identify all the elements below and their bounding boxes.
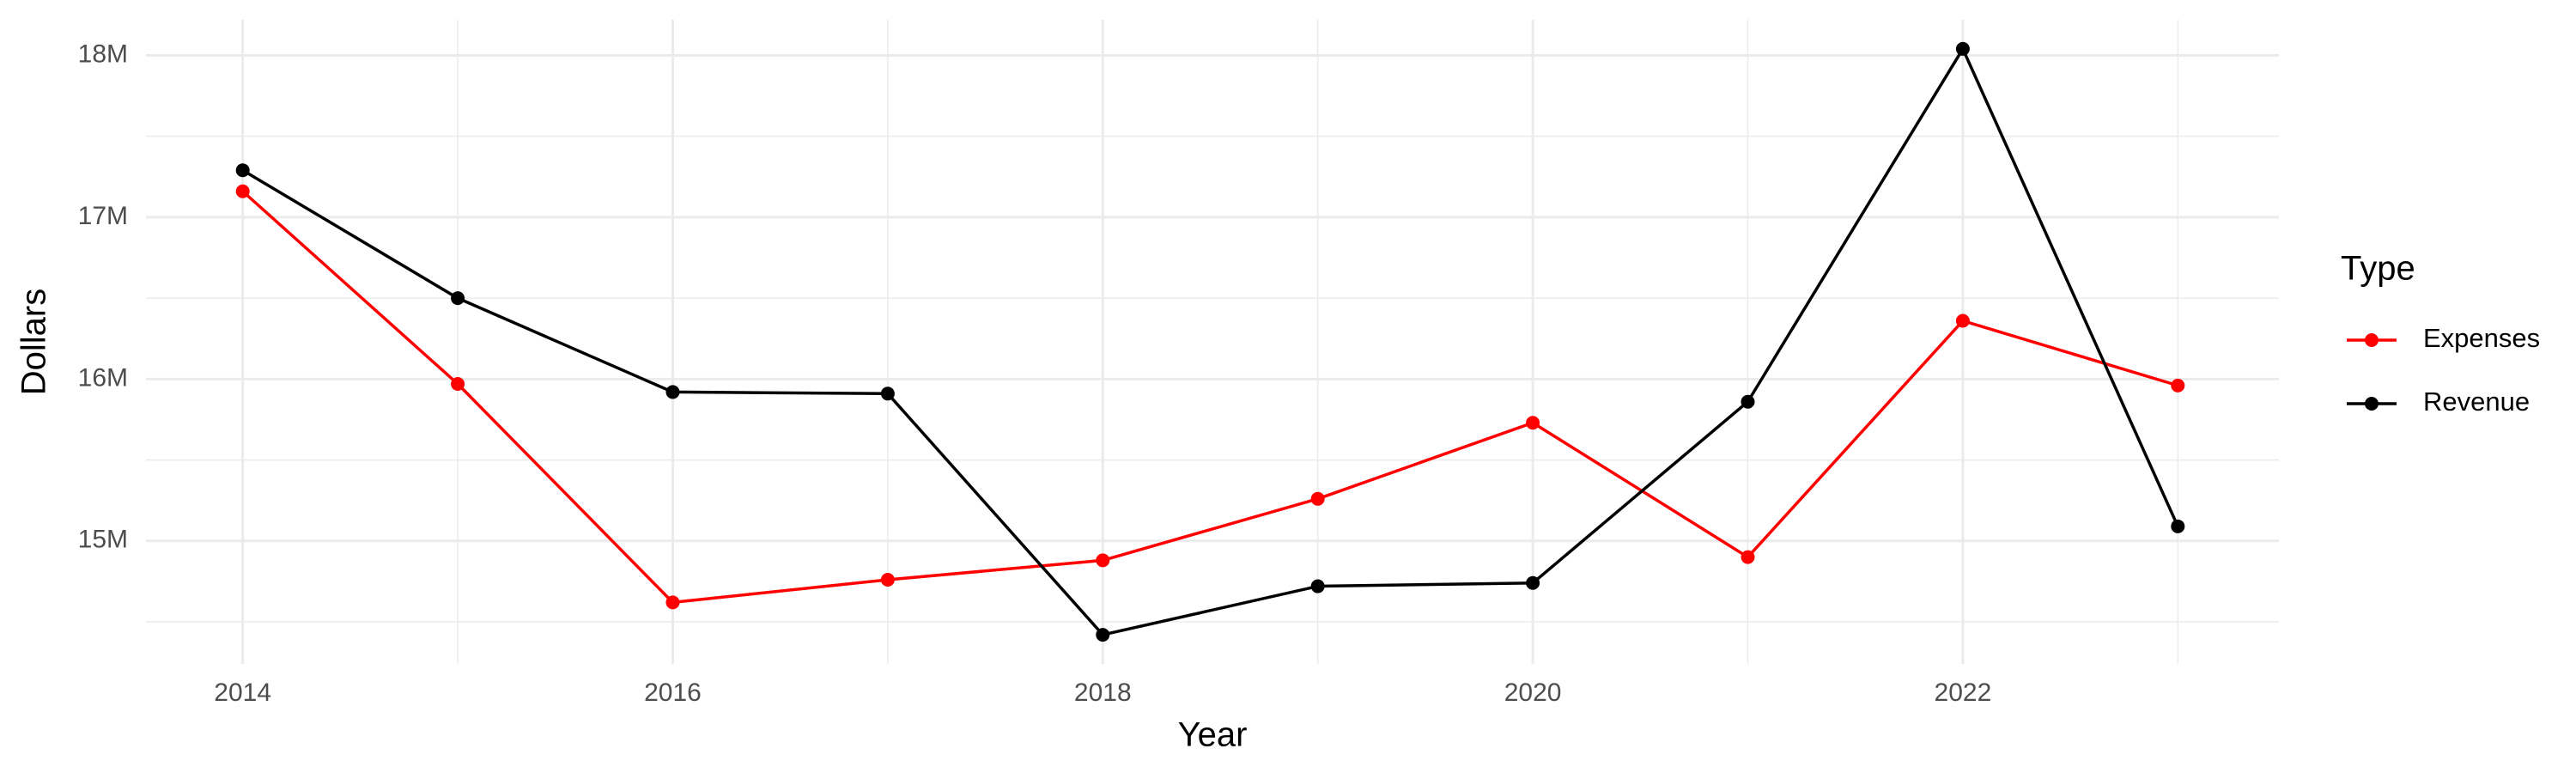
- point: [1310, 579, 1325, 593]
- line: [241, 47, 2179, 636]
- point: [451, 291, 465, 306]
- x-tick-label: 2022: [1935, 679, 1992, 707]
- point: [2171, 378, 2185, 393]
- point: [235, 163, 250, 178]
- x-tick-label: 2018: [1074, 679, 1132, 707]
- point: [665, 385, 680, 399]
- x-axis-title: Year: [1178, 716, 1248, 754]
- line: [241, 190, 2178, 605]
- legend-point: [2365, 397, 2379, 411]
- y-tick-label: 15M: [78, 526, 128, 554]
- x-tick-label: 2014: [214, 679, 271, 707]
- point: [880, 573, 895, 587]
- point: [1526, 416, 1540, 430]
- point: [1741, 394, 1755, 409]
- point: [1741, 550, 1755, 564]
- x-tick-label: 2016: [644, 679, 702, 707]
- point: [1096, 553, 1110, 568]
- point: [1526, 575, 1540, 590]
- y-tick-label: 16M: [78, 363, 128, 392]
- point: [2171, 519, 2185, 533]
- legend-label: Expenses: [2423, 323, 2540, 353]
- point: [1955, 41, 1970, 56]
- legend-point: [2365, 333, 2379, 347]
- y-tick-label: 17M: [78, 202, 128, 230]
- point: [451, 376, 465, 391]
- point: [1955, 313, 1970, 328]
- point: [880, 386, 895, 401]
- y-tick-label: 18M: [78, 40, 128, 68]
- point: [235, 184, 250, 198]
- point: [1096, 628, 1110, 642]
- point: [1310, 491, 1325, 506]
- legend-label: Revenue: [2423, 386, 2530, 417]
- legend-title: Type: [2341, 250, 2415, 288]
- point: [665, 595, 680, 610]
- x-tick-label: 2020: [1504, 679, 1562, 707]
- y-axis-title: Dollars: [15, 289, 53, 395]
